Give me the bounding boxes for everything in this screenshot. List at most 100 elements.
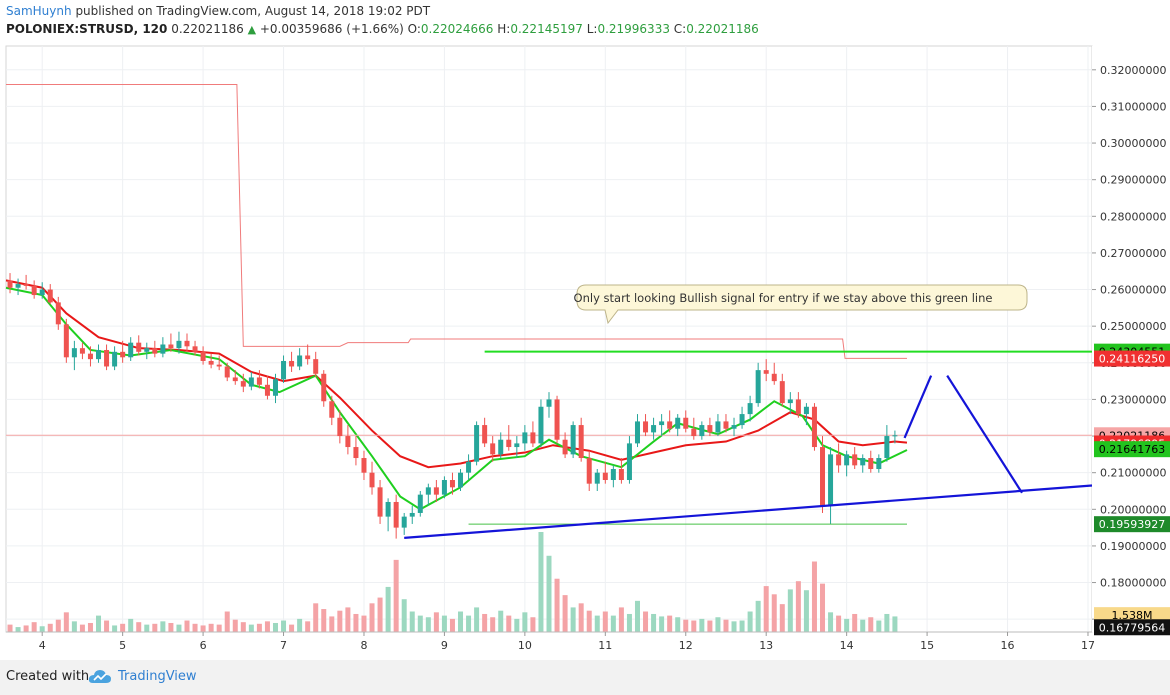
price-badge-label-ema_green: 0.21641763 [1099, 443, 1165, 456]
candle-body [425, 487, 431, 495]
time-scale[interactable]: 4 5 6 7 8 9 10 11 12 13 14 15 16 17 [6, 631, 1095, 652]
candle-body [449, 480, 455, 488]
price-chart[interactable]: Only start looking Bullish signal for en… [0, 44, 1170, 660]
candle-body [634, 421, 640, 444]
up-arrow-icon: ▲ [247, 23, 257, 36]
candle-body [224, 366, 230, 378]
price-tick-label: 0.18000000 [1100, 577, 1166, 590]
author-link[interactable]: SamHuynh [6, 4, 72, 18]
price-scale-bg [1092, 46, 1170, 632]
volume-bar [144, 624, 150, 632]
candle-body [667, 421, 673, 429]
candle-body [144, 348, 150, 352]
volume-bar [353, 613, 359, 632]
drawing-tools[interactable] [404, 350, 1093, 539]
time-tick-label: 8 [360, 639, 367, 652]
candle-body [482, 425, 488, 444]
candle-body [176, 340, 182, 349]
candle-body [369, 472, 375, 488]
candle-body [514, 443, 520, 448]
price-badges: 0.243045510.241162500.2202118601:57:020.… [1094, 343, 1170, 636]
volume-bar [538, 532, 544, 632]
volume-bar [232, 619, 238, 632]
price-change: +0.00359686 (+1.66%) [259, 22, 404, 36]
candle-body [651, 425, 657, 433]
price-badge-label-vol_ma: 1.538M [1112, 609, 1153, 622]
candle-body [474, 425, 480, 462]
volume-bar [755, 600, 761, 632]
candle-body [272, 379, 278, 396]
candle-body [39, 289, 45, 296]
candle-body [104, 349, 110, 367]
volume-bar [160, 621, 166, 632]
candle-body [715, 421, 721, 433]
candle-body [707, 425, 713, 433]
time-tick-label: 15 [920, 639, 934, 652]
volume-bar [723, 619, 729, 632]
volume-bar [96, 615, 102, 632]
candle-body [441, 480, 447, 495]
volume-bar [321, 609, 327, 632]
trendline-0 [404, 484, 1093, 539]
candle-body [610, 469, 616, 481]
price-badge-vol_last [1094, 619, 1170, 636]
candle-body [803, 406, 809, 415]
volume-bar [763, 586, 769, 632]
volume-bar [305, 621, 311, 632]
chart-area[interactable]: Only start looking Bullish signal for en… [0, 44, 1170, 660]
candle-body [47, 289, 53, 303]
volume-bar [803, 590, 809, 632]
candle-body [570, 425, 576, 455]
tradingview-brand-link[interactable]: TradingView [118, 669, 197, 684]
volume-bar [329, 616, 335, 632]
time-tick-label: 5 [119, 639, 126, 652]
volume-bar [31, 622, 37, 632]
symbol-label[interactable]: POLONIEX:STRUSD, 120 [6, 22, 168, 36]
candle-body [321, 373, 327, 402]
candle-body [844, 454, 850, 466]
volume-bar [208, 623, 214, 632]
annotation-callout[interactable]: Only start looking Bullish signal for en… [574, 284, 1028, 325]
high-label: H: [497, 22, 511, 36]
candle-body [852, 454, 858, 466]
candle-body [23, 284, 29, 286]
time-tick-label: 7 [280, 639, 287, 652]
candle-body [385, 501, 391, 517]
candle-body [699, 425, 705, 437]
volume-bar [168, 622, 174, 632]
volume-bar [7, 624, 13, 632]
volume-bar [23, 625, 29, 632]
price-scale[interactable]: 0.32000000 0.31000000 0.30000000 0.29000000… [1092, 46, 1170, 632]
volume-bar [87, 622, 93, 632]
volume-bar [377, 597, 383, 632]
volume-bar [522, 612, 528, 632]
volume-bar [393, 559, 399, 632]
volume-bar [892, 616, 898, 632]
candle-body [554, 399, 560, 440]
volume-bar [200, 625, 206, 632]
candle-body [160, 344, 166, 354]
candle-body [731, 425, 737, 429]
volume-bar [240, 622, 246, 632]
volume-bar [409, 611, 415, 632]
candle-body [417, 494, 423, 513]
open-label: O: [407, 22, 421, 36]
volume-bar [739, 620, 745, 632]
candle-body [876, 458, 882, 470]
tradingview-cloud-icon[interactable] [88, 669, 112, 689]
volume-bar [417, 615, 423, 632]
volume-bar [691, 620, 697, 632]
candle-body [152, 348, 158, 354]
price-badge-label-support: 0.19593927 [1099, 518, 1165, 531]
volume-bar [667, 615, 673, 632]
candle-body [7, 280, 13, 288]
volume-bar [699, 618, 705, 632]
volume-bar [313, 603, 319, 632]
price-tick-label: 0.23000000 [1100, 393, 1166, 406]
volume-bar [176, 624, 182, 632]
created-with-text: Created with [6, 669, 90, 684]
volume-bar [184, 620, 190, 632]
candle-body [602, 472, 608, 481]
candle-body [739, 414, 745, 426]
candle-body [63, 324, 69, 358]
